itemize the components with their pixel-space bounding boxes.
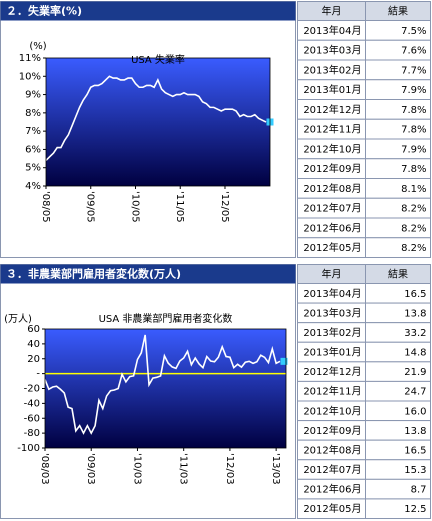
- table-cell-text: 24.7: [404, 387, 426, 398]
- y-tick-label: 11%: [19, 53, 41, 64]
- x-tick-label: '12/03: [224, 453, 235, 485]
- table-cell-text: 2013年02月: [303, 326, 361, 339]
- y-tick-label: -40: [24, 398, 40, 409]
- table-cell-text: 2012年06月: [303, 221, 361, 234]
- y-tick-label: 4%: [25, 181, 41, 192]
- table-cell: [365, 498, 431, 519]
- table-header: 結果: [388, 268, 408, 281]
- table-cell-text: 12.5: [404, 504, 426, 515]
- y-tick-label: 7%: [25, 126, 41, 137]
- table-cell-text: 2012年07月: [303, 463, 361, 476]
- table-cell-text: 7.6%: [401, 46, 426, 57]
- y-tick-label: -: [36, 369, 40, 380]
- table-cell-text: 21.9: [404, 367, 426, 378]
- table-cell-text: 8.7: [411, 485, 427, 496]
- x-tick-label: '09/03: [85, 453, 96, 485]
- table-cell-text: 15.3: [404, 465, 426, 476]
- table-cell-text: 2012年11月: [303, 385, 361, 398]
- y-axis-label: (万人): [4, 313, 32, 325]
- table-cell-text: 16.5: [404, 289, 426, 300]
- table-cell-text: 2012年05月: [303, 241, 361, 254]
- y-tick-label: 60: [27, 324, 40, 335]
- x-tick-label: '13/03: [270, 453, 281, 485]
- x-tick-label: '11/03: [178, 453, 189, 485]
- table-cell-text: 2012年12月: [303, 365, 361, 378]
- table-cell-text: 16.0: [404, 406, 426, 417]
- y-tick-label: 5%: [25, 163, 41, 174]
- section-title: ３．非農業部門雇用者変化数(万人): [6, 267, 181, 281]
- table-cell-text: 2012年11月: [303, 123, 361, 136]
- plot-area: [45, 329, 286, 448]
- section-title: ２．失業率(%): [6, 4, 82, 18]
- last-point-marker: [280, 357, 288, 365]
- table-cell-text: 14.8: [404, 348, 426, 359]
- table-cell-text: 13.8: [404, 308, 426, 319]
- table-cell-text: 2013年03月: [303, 306, 361, 319]
- table-cell-text: 2012年09月: [303, 424, 361, 437]
- y-tick-label: -80: [24, 428, 40, 439]
- y-tick-label: 20: [27, 354, 40, 365]
- chart-title: USA 非農業部門雇用者変化数: [99, 312, 233, 325]
- y-tick-label: -20: [24, 384, 40, 395]
- x-tick-label: '09/05: [85, 191, 96, 223]
- y-tick-label: -100: [17, 443, 40, 454]
- table-cell-text: 8.2%: [401, 204, 426, 215]
- table-cell-text: 7.7%: [401, 65, 426, 76]
- table-cell-text: 2012年08月: [303, 443, 361, 456]
- header-bar: [0, 1, 296, 21]
- y-axis-label: (%): [29, 41, 46, 52]
- table-cell-text: 2013年04月: [303, 287, 361, 300]
- table-cell-text: 8.1%: [401, 184, 426, 195]
- table-cell-text: 16.5: [404, 445, 426, 456]
- y-tick-label: 40: [27, 339, 40, 350]
- table-header: 年月: [322, 268, 342, 281]
- line-series: [45, 75, 267, 161]
- x-tick-label: '11/05: [174, 191, 185, 223]
- table-cell-text: 2012年07月: [303, 202, 361, 215]
- line-series: [44, 334, 281, 435]
- table-cell-text: 2013年03月: [303, 44, 361, 57]
- x-tick-label: '12/05: [219, 191, 230, 223]
- plot-border: [44, 328, 287, 449]
- x-tick-label: '10/03: [131, 453, 142, 485]
- table-cell-text: 7.9%: [401, 85, 426, 96]
- table-cell-text: 2012年10月: [303, 404, 361, 417]
- table-cell-text: 2012年06月: [303, 483, 361, 496]
- table-header: 年月: [322, 5, 342, 18]
- y-tick-label: -60: [24, 413, 40, 424]
- table-cell-text: 7.8%: [401, 125, 426, 136]
- table-cell-text: 2013年01月: [303, 83, 361, 96]
- plot-area: [46, 58, 270, 186]
- y-tick-label: 6%: [25, 144, 41, 155]
- table-cell-text: 7.9%: [401, 144, 426, 155]
- table-cell-text: 2012年05月: [303, 502, 361, 515]
- table-cell-text: 13.8: [404, 426, 426, 437]
- y-tick-label: 8%: [25, 108, 41, 119]
- y-tick-label: 10%: [19, 71, 41, 82]
- y-tick-label: 9%: [25, 90, 41, 101]
- header-bar: [0, 264, 296, 284]
- table-cell-text: 33.2: [404, 328, 426, 339]
- table-cell-text: 2013年01月: [303, 346, 361, 359]
- table-cell-text: 7.5%: [401, 26, 426, 37]
- table-cell-text: 2012年08月: [303, 182, 361, 195]
- table-cell-text: 7.8%: [401, 164, 426, 175]
- chart-title: USA 失業率: [131, 53, 185, 66]
- table-cell-text: 8.2%: [401, 243, 426, 254]
- table-cell-text: 2013年02月: [303, 63, 361, 76]
- table-cell-text: 2012年10月: [303, 142, 361, 155]
- plot-border: [45, 57, 271, 187]
- x-tick-label: '08/03: [39, 453, 50, 485]
- table-cell: [365, 237, 431, 258]
- table-cell-text: 2012年12月: [303, 103, 361, 116]
- table-cell-text: 7.8%: [401, 105, 426, 116]
- table-cell-text: 2012年09月: [303, 162, 361, 175]
- table-cell-text: 8.2%: [401, 223, 426, 234]
- table-header: 結果: [388, 5, 408, 18]
- x-tick-label: '08/05: [40, 191, 51, 223]
- x-tick-label: '10/05: [129, 191, 140, 223]
- table-cell-text: 2013年04月: [303, 24, 361, 37]
